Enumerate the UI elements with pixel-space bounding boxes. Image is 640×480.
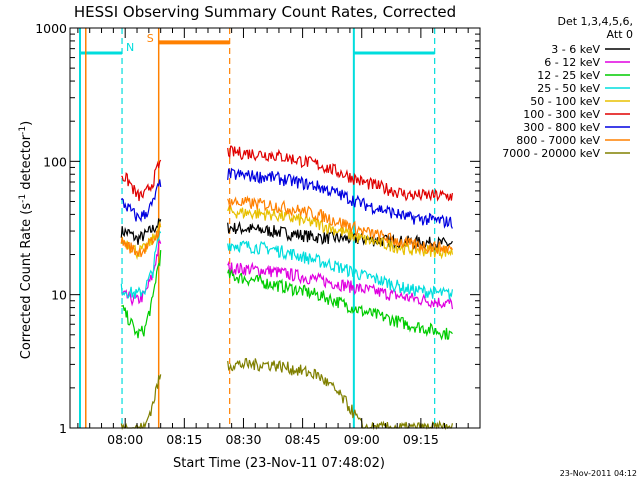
series-12-25-kev-segment-1: [121, 250, 162, 339]
x-tick-label: 08:00: [107, 432, 143, 447]
series-300-800-kev-segment-1: [120, 179, 162, 223]
y-axis-label: Corrected Count Rate (s-1 detector-1): [18, 121, 34, 359]
chart-title: HESSI Observing Summary Count Rates, Cor…: [74, 3, 456, 21]
legend-header-line1: Det 1,3,4,5,6,: [557, 15, 633, 28]
saa-marker-label: S: [147, 32, 154, 45]
y-tick-label: 100: [43, 154, 67, 169]
series-3-6-kev-segment-1: [120, 218, 162, 245]
series-25-50-kev: [120, 229, 453, 300]
series-12-25-kev: [121, 250, 453, 341]
y-label-sup2: -1: [18, 126, 28, 135]
y-tick-label: 1: [59, 421, 67, 436]
series-6-12-kev-segment-2: [227, 260, 453, 310]
series-25-50-kev-segment-1: [120, 229, 162, 300]
y-tick-label: 1000: [35, 21, 67, 36]
legend-label: 12 - 25 keV: [537, 69, 600, 82]
series-800-7000-kev-segment-2: [227, 195, 453, 254]
legend-label: 100 - 300 keV: [523, 108, 600, 121]
series-300-800-kev-segment-2: [227, 167, 453, 229]
y-label-part2: detector: [19, 134, 34, 194]
x-tick-label: 09:00: [344, 432, 380, 447]
series-100-300-kev: [121, 145, 453, 202]
y-label-part3: ): [19, 121, 34, 126]
legend-label: 800 - 7000 keV: [516, 134, 600, 147]
series-25-50-kev-segment-2: [227, 240, 453, 300]
series-100-300-kev-segment-1: [121, 159, 162, 202]
x-tick-label: 08:15: [166, 432, 202, 447]
x-tick-label: 09:15: [403, 432, 439, 447]
y-label-sup1: -1: [18, 194, 28, 203]
x-tick-label: 08:30: [225, 432, 261, 447]
series-800-7000-kev: [120, 195, 453, 258]
axes: 1 10 100 1000 08:00 08:15 08:30 08:45 09:00 09:15: [35, 21, 481, 447]
legend-header-line2: Att 0: [607, 28, 633, 41]
plot-frame: [69, 27, 481, 429]
data-series: [120, 145, 453, 431]
series-800-7000-kev-segment-1: [120, 223, 161, 258]
legend-label: 50 - 100 keV: [530, 95, 600, 108]
footer-timestamp: 23-Nov-2011 04:12: [560, 469, 637, 478]
legend-label: 7000 - 20000 keV: [502, 147, 600, 160]
series-12-25-kev-segment-2: [227, 268, 453, 341]
series-300-800-kev: [120, 167, 453, 229]
y-tick-label: 10: [51, 288, 67, 303]
legend-label: 3 - 6 keV: [551, 43, 600, 56]
legend-label: 25 - 50 keV: [537, 82, 600, 95]
legend-label: 300 - 800 keV: [523, 121, 600, 134]
x-axis-label: Start Time (23-Nov-11 07:48:02): [173, 456, 385, 471]
series-100-300-kev-segment-2: [227, 145, 453, 202]
y-label-part1: Corrected Count Rate (s: [19, 203, 34, 360]
series-7000-20000-kev-segment-2: [227, 357, 453, 431]
night-marker-label: N: [126, 41, 134, 54]
legend-label: 6 - 12 keV: [544, 56, 600, 69]
x-tick-label: 08:45: [285, 432, 321, 447]
